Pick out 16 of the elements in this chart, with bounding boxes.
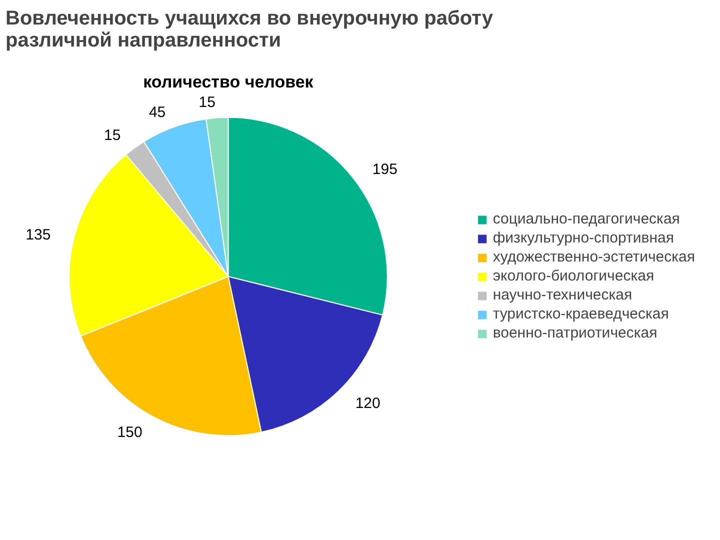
legend-label: туристско-краеведческая — [492, 306, 669, 322]
data-label: 45 — [148, 104, 166, 122]
data-label: 135 — [26, 226, 51, 244]
legend-label: научно-техническая — [492, 286, 632, 304]
chart-subtitle: количество человек — [143, 72, 314, 92]
legend-label: физкультурно-спортивная — [492, 230, 674, 246]
chart-title: Вовлеченность учащихся во внеурочную работу различной направленности — [6, 8, 494, 52]
legend-label: художественно-эстетическая — [492, 248, 695, 266]
legend-label: военно-патриотическая — [492, 324, 658, 342]
data-label: 195 — [372, 161, 398, 178]
legend-label: эколого-биологическая — [492, 268, 654, 284]
data-label: 15 — [198, 94, 216, 112]
data-label: 120 — [355, 395, 380, 412]
legend-label: социально-педагогическая — [492, 210, 680, 228]
data-label: 150 — [117, 424, 142, 441]
data-label: 15 — [104, 127, 121, 144]
